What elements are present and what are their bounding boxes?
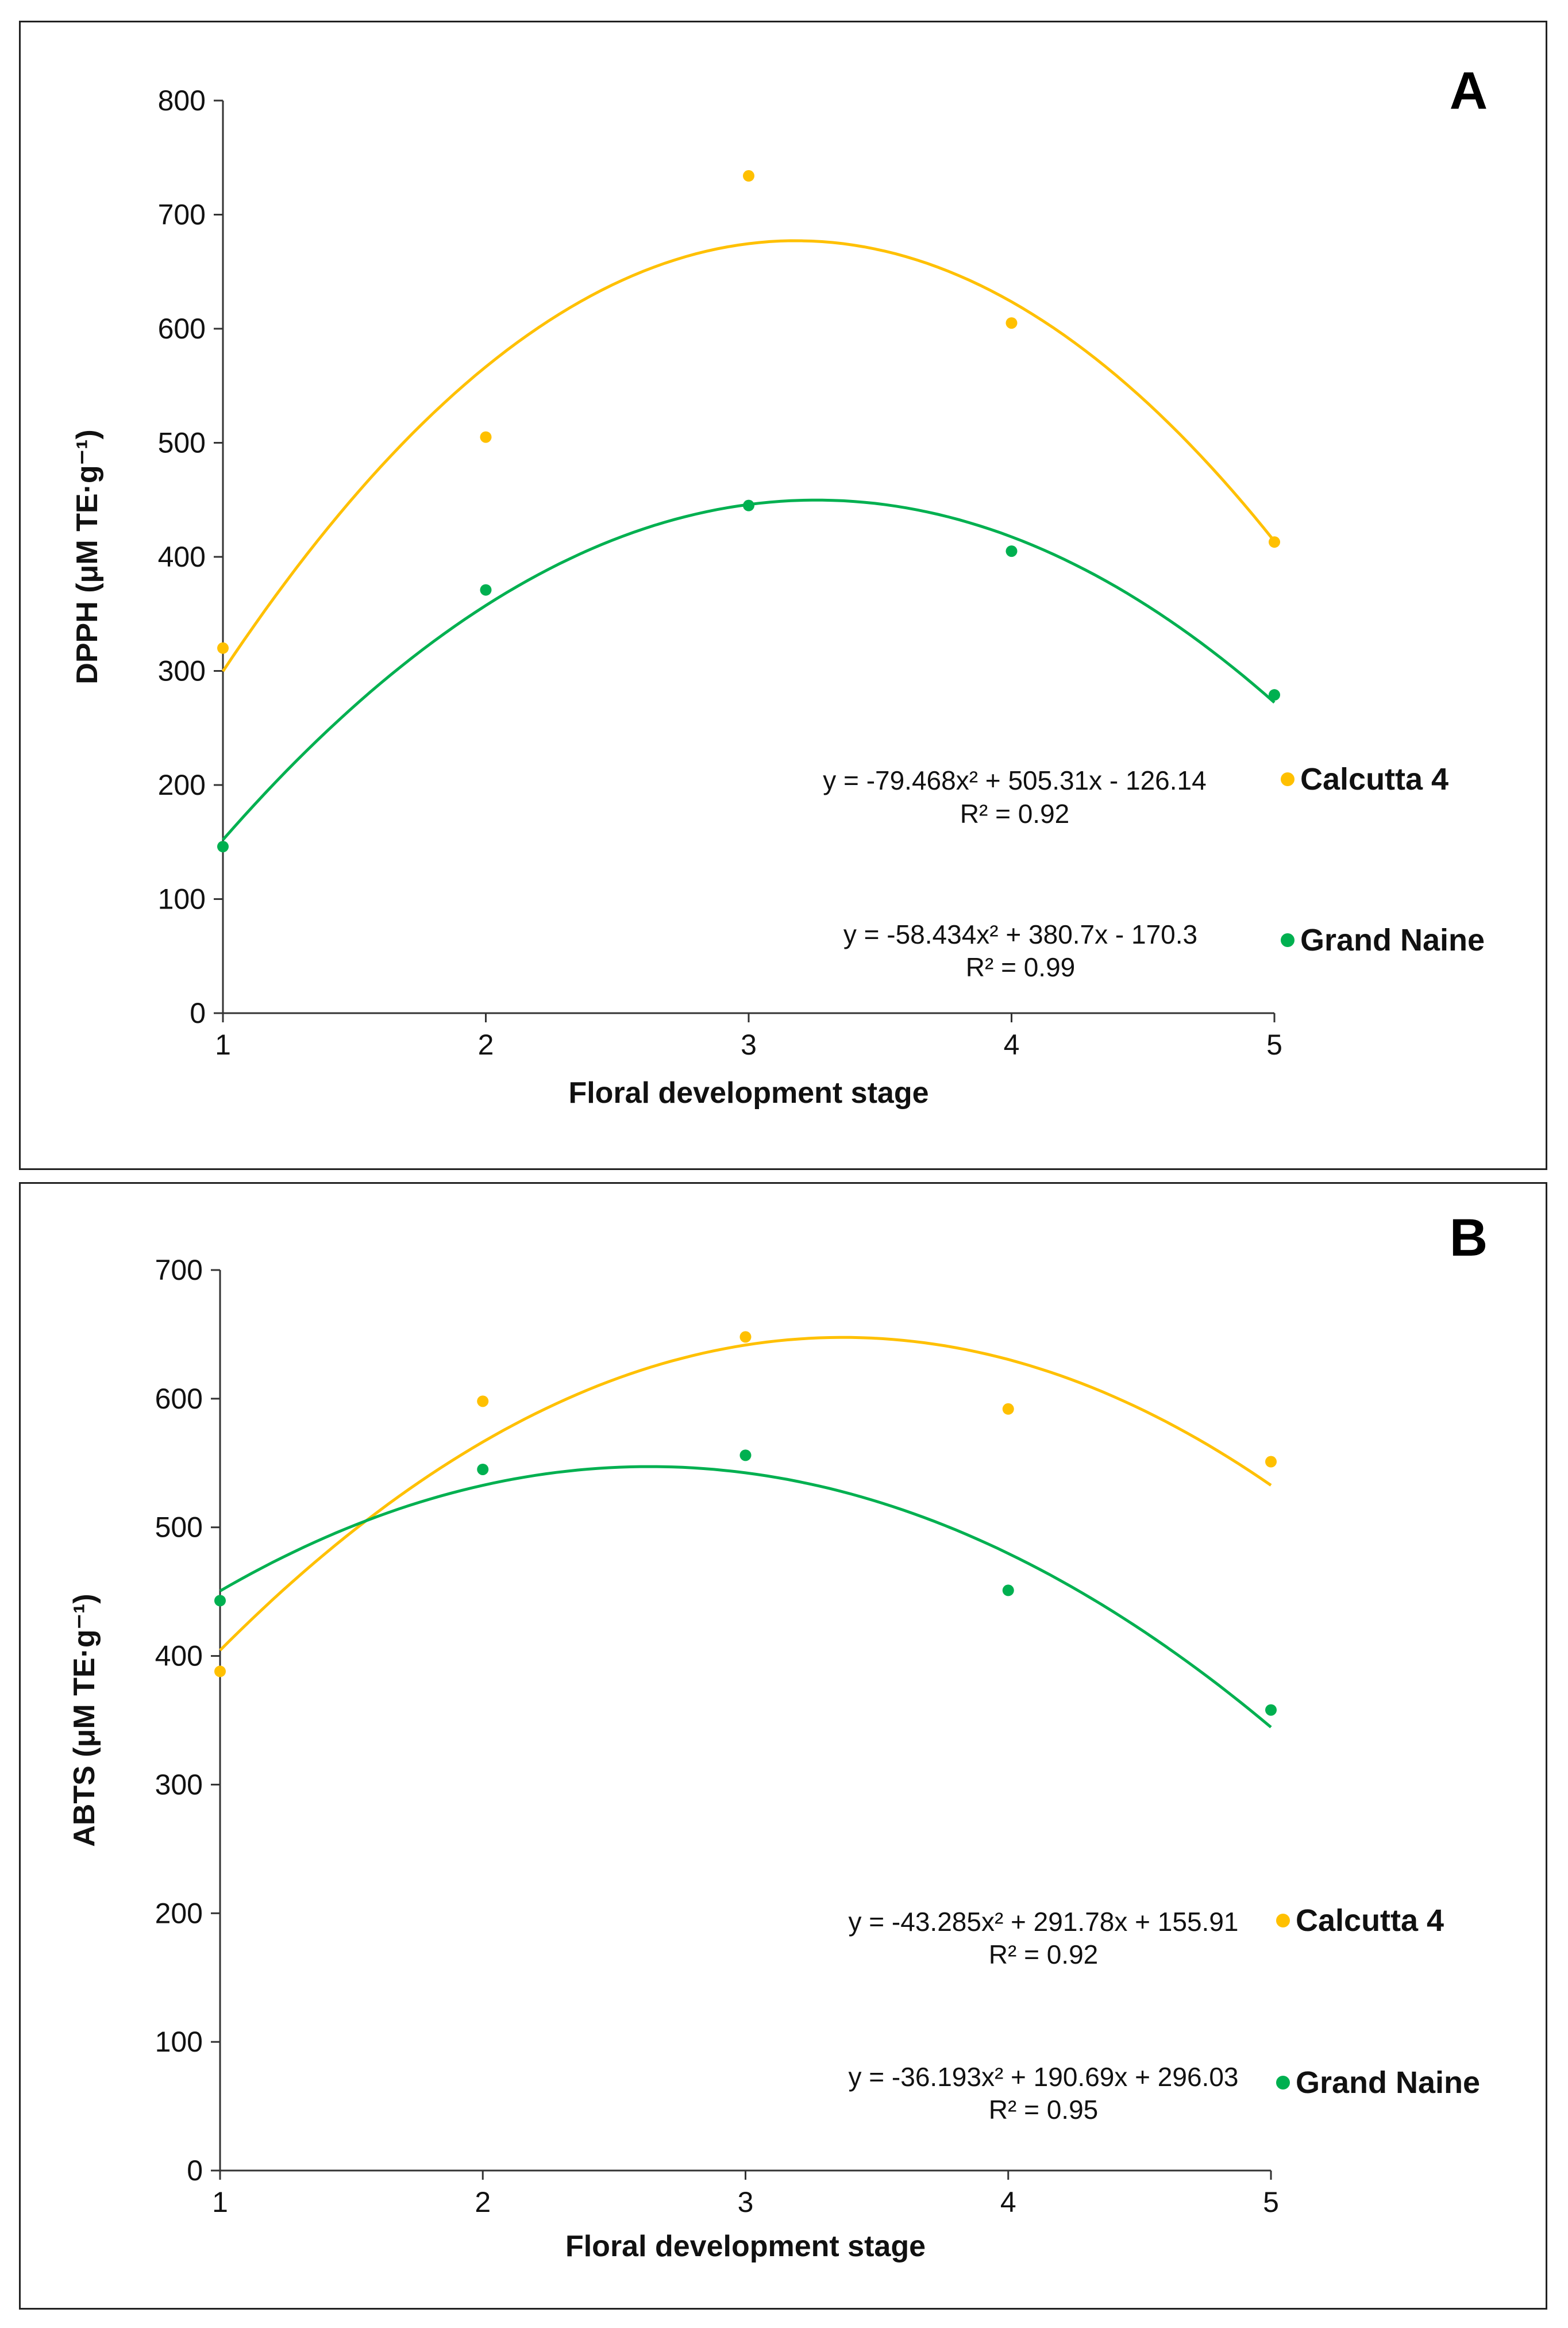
y-tick-label: 400 xyxy=(155,1640,203,1672)
y-tick-label: 300 xyxy=(155,1768,203,1800)
legend-marker xyxy=(1276,2076,1290,2090)
y-tick-label: 200 xyxy=(155,1897,203,1929)
legend-label: Grand Naine xyxy=(1300,923,1485,957)
y-tick-label: 100 xyxy=(155,2026,203,2058)
y-tick-label: 200 xyxy=(158,769,206,801)
panel-label: A xyxy=(1450,61,1488,120)
y-tick-label: 0 xyxy=(187,2154,203,2187)
trend-r-squared: R² = 0.92 xyxy=(989,1940,1099,1969)
y-tick-label: 500 xyxy=(155,1511,203,1544)
x-tick-label: 1 xyxy=(215,1029,231,1061)
data-point xyxy=(1265,1704,1277,1716)
y-tick-label: 400 xyxy=(158,541,206,573)
x-tick-label: 5 xyxy=(1266,1029,1282,1061)
trend-equation: y = -58.434x² + 380.7x - 170.3 xyxy=(843,919,1197,949)
data-point xyxy=(477,1395,489,1407)
legend-marker xyxy=(1281,772,1295,786)
x-tick-label: 4 xyxy=(1000,2186,1016,2218)
chart-b-svg: 0 100 200 300 400 500 600 700 1 2 3 4 5 Floral develo… xyxy=(68,1209,1488,2263)
data-point xyxy=(1269,689,1280,701)
x-tick-label: 3 xyxy=(741,1029,757,1061)
x-tick-label: 3 xyxy=(738,2186,754,2218)
y-tick-label: 600 xyxy=(155,1383,203,1415)
x-tick-label: 4 xyxy=(1004,1029,1020,1061)
y-axis-title: DPPH (μM TE·g⁻¹) xyxy=(71,429,104,684)
data-point xyxy=(743,170,754,182)
data-point xyxy=(1265,1456,1277,1468)
trend-equation: y = -43.285x² + 291.78x + 155.91 xyxy=(849,1907,1239,1937)
legend-marker xyxy=(1281,933,1295,947)
trendline-1 xyxy=(219,1465,1272,1729)
y-tick-label: 300 xyxy=(158,655,206,687)
data-point xyxy=(214,1595,226,1607)
trend-r-squared: R² = 0.92 xyxy=(960,799,1070,829)
y-tick-label: 700 xyxy=(158,199,206,231)
data-point xyxy=(739,1449,752,1461)
data-point xyxy=(477,1463,489,1475)
trendline-0 xyxy=(221,239,1276,672)
data-point xyxy=(217,841,229,853)
x-axis-title: Floral development stage xyxy=(565,2230,926,2263)
trend-r-squared: R² = 0.99 xyxy=(966,952,1076,982)
data-point xyxy=(480,431,492,443)
x-tick-label: 2 xyxy=(478,1029,494,1061)
y-tick-label: 0 xyxy=(190,997,206,1029)
legend-marker xyxy=(1276,1914,1290,1927)
trend-equation: y = -36.193x² + 190.69x + 296.03 xyxy=(849,2062,1239,2092)
trend-r-squared: R² = 0.95 xyxy=(989,2095,1099,2125)
x-tick-label: 5 xyxy=(1263,2186,1279,2218)
legend-label: Calcutta 4 xyxy=(1300,762,1448,796)
legend-label: Grand Naine xyxy=(1296,2065,1480,2100)
data-point xyxy=(743,499,754,511)
y-tick-label: 600 xyxy=(158,313,206,345)
data-point xyxy=(1005,317,1018,329)
y-tick-label: 700 xyxy=(155,1254,203,1286)
y-tick-label: 800 xyxy=(158,84,206,117)
y-tick-label: 500 xyxy=(158,427,206,459)
data-point xyxy=(1269,536,1280,548)
chart-panel-b: 0 100 200 300 400 500 600 700 1 2 3 4 5 Floral develo… xyxy=(19,1182,1547,2310)
x-axis-title: Floral development stage xyxy=(568,1076,929,1110)
chart-panel-a: 0 100 200 300 400 500 600 700 800 1 2 3 4 5 Floral dev… xyxy=(19,21,1547,1170)
x-tick-label: 2 xyxy=(475,2186,491,2218)
y-tick-label: 100 xyxy=(158,883,206,915)
x-tick-label: 1 xyxy=(212,2186,228,2218)
trendline-0 xyxy=(219,1336,1272,1652)
data-point xyxy=(1002,1584,1014,1596)
chart-a-svg: 0 100 200 300 400 500 600 700 800 1 2 3 4 5 Floral dev… xyxy=(71,61,1488,1110)
trend-equation: y = -79.468x² + 505.31x - 126.14 xyxy=(823,765,1206,795)
panel-label: B xyxy=(1450,1209,1488,1267)
data-point xyxy=(214,1665,226,1677)
y-axis-title: ABTS (μM TE·g⁻¹) xyxy=(68,1594,101,1847)
data-point xyxy=(739,1331,752,1343)
legend-label: Calcutta 4 xyxy=(1296,1903,1444,1938)
data-point xyxy=(217,642,229,654)
data-point xyxy=(1005,545,1018,557)
data-point xyxy=(1002,1403,1014,1415)
data-point xyxy=(480,584,492,596)
